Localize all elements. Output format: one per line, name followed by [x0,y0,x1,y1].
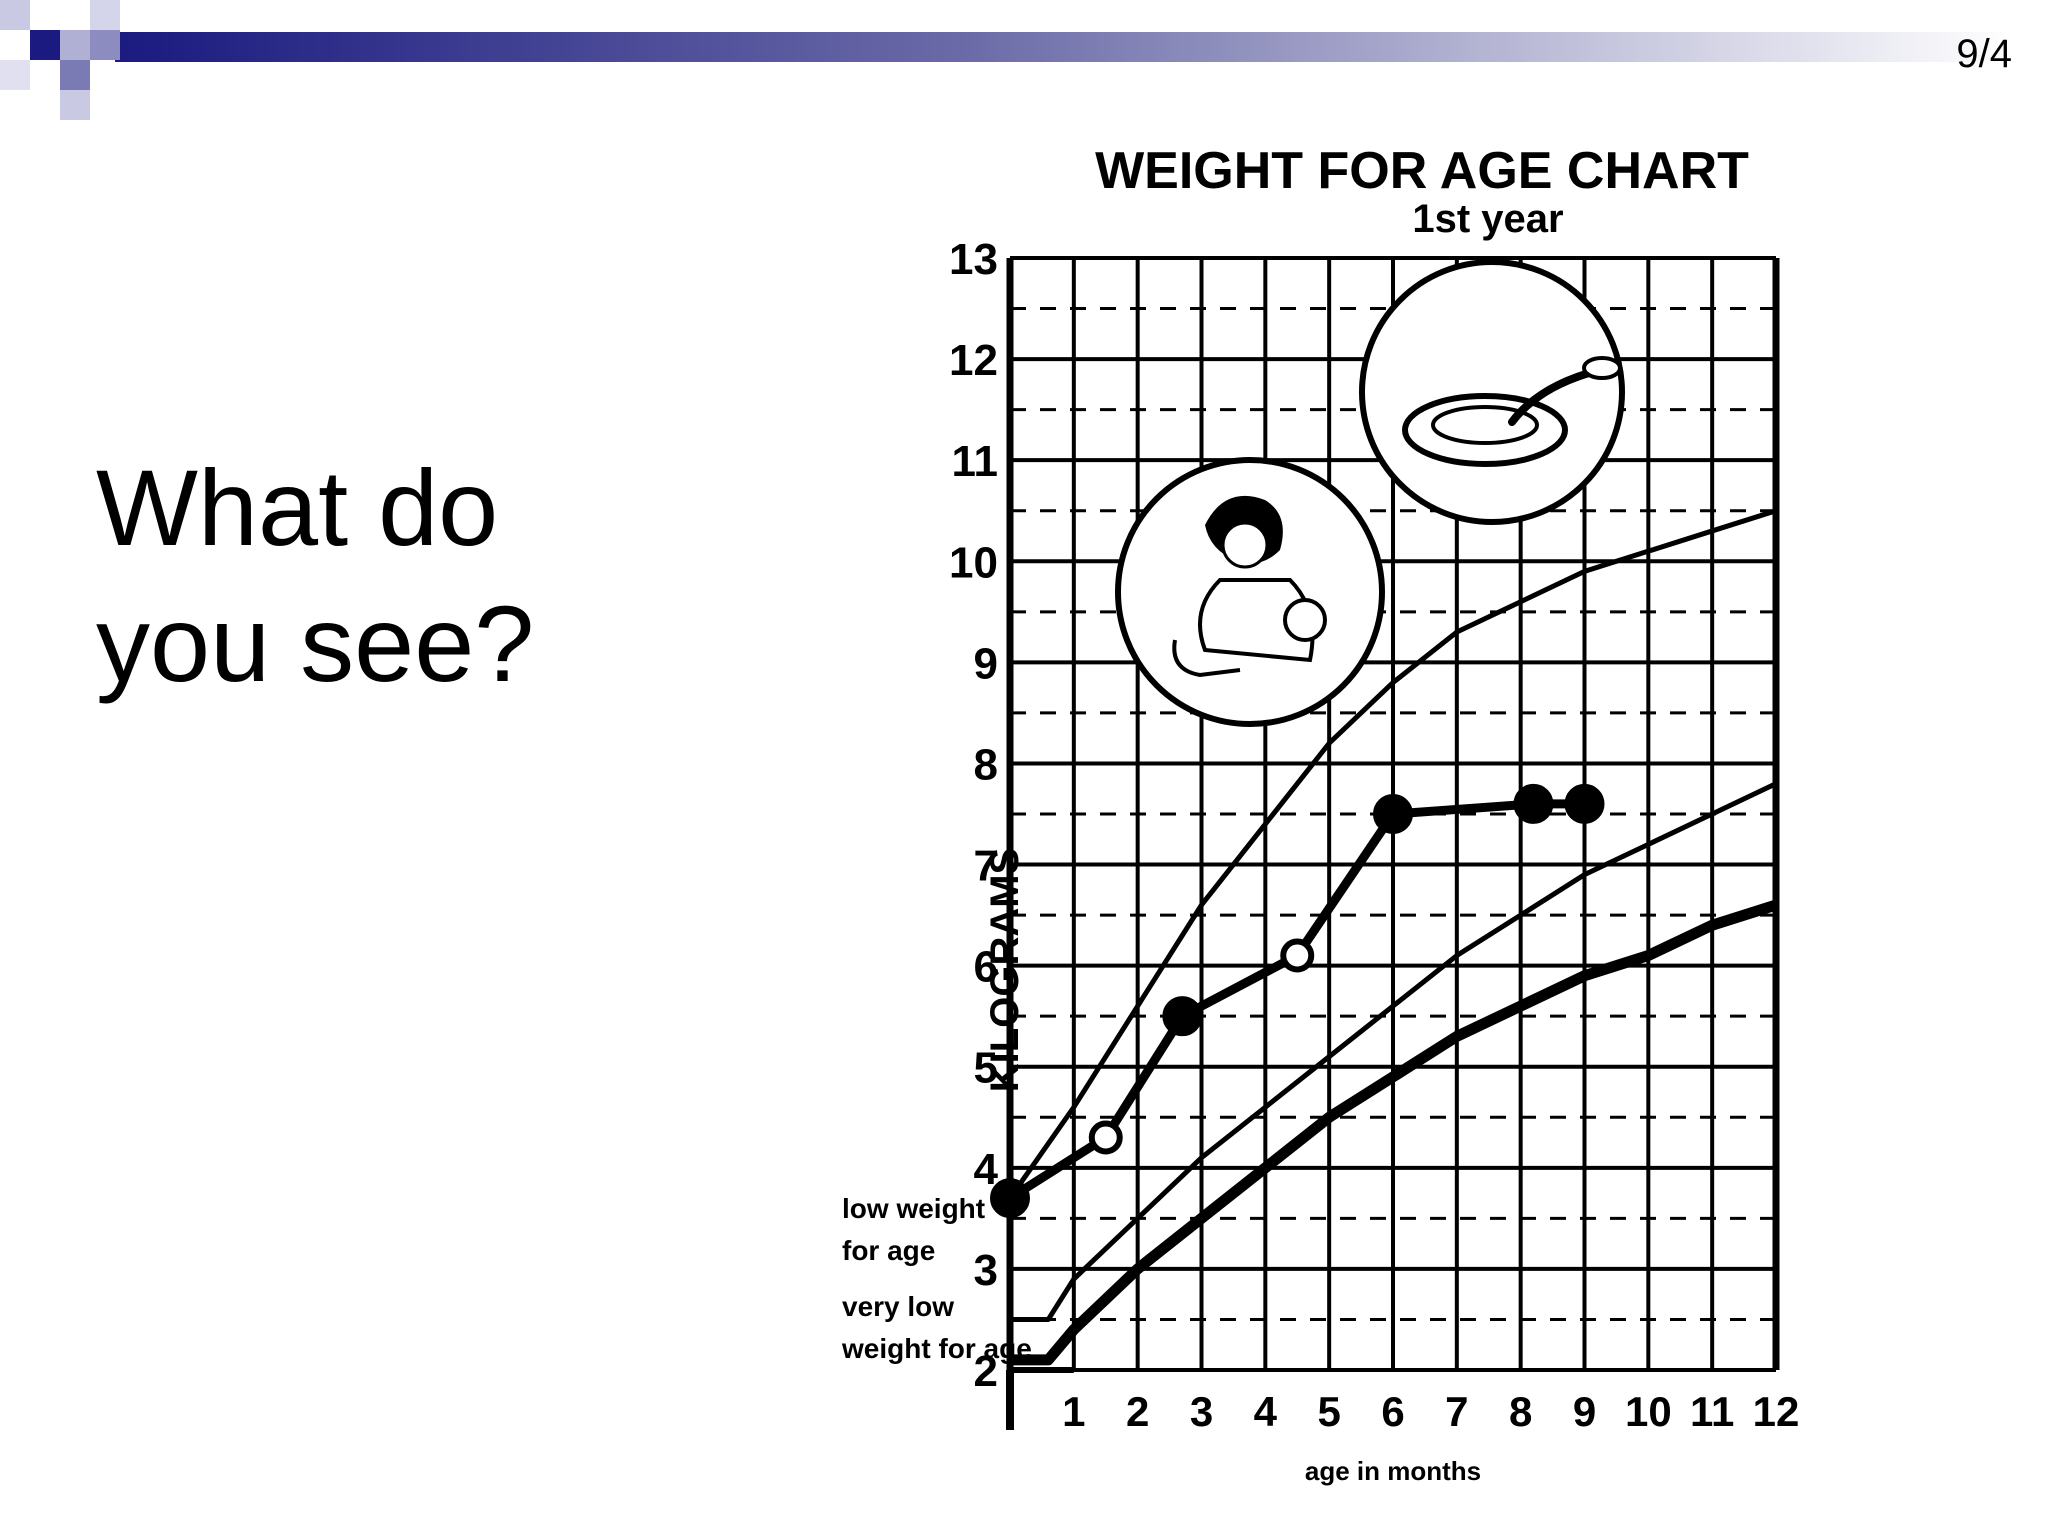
x-tick-label: 4 [1254,1388,1278,1435]
x-tick-label: 12 [1753,1388,1800,1435]
y-tick-label: 9 [974,639,998,688]
y-tick-label: 2 [974,1347,998,1396]
baby-food-bowl-icon [1359,259,1625,525]
y-tick-label: 5 [974,1044,998,1093]
chart-illustrations [1115,259,1625,727]
y-tick-label: 12 [949,336,998,385]
data-point [1088,1120,1123,1155]
data-point [1564,783,1605,824]
chart-title: WEIGHT FOR AGE CHART [1095,142,1749,200]
y-tick-label: 3 [974,1246,998,1295]
series-line-2 [1010,899,1778,1366]
data-point [1373,794,1413,834]
header-square [30,0,60,30]
annotation-low-weight-line1: low weight [842,1193,985,1224]
y-tick-label: 6 [974,943,998,992]
x-tick-label: 10 [1625,1388,1672,1435]
y-axis-label: KILOGRAMS [983,848,1027,1092]
header-square [60,60,90,90]
annotation-low-weight-line2: for age [842,1235,935,1266]
x-tick-label: 6 [1381,1388,1404,1435]
annotation-very-low-weight-line1: very low [842,1291,954,1322]
annotation-low-weight: low weight for age [842,1193,993,1266]
data-point [1280,938,1315,973]
header-square [90,30,120,60]
annotation-very-low-weight-line2: weight for age [841,1333,1032,1364]
data-point [990,1178,1030,1219]
breastfeeding-mother-icon [1115,457,1385,727]
series-line-0 [1007,508,1777,1200]
y-tick-label: 7 [974,842,998,891]
x-axis-label: age in months [1305,1456,1481,1486]
annotation-very-low-weight: very low weight for age [841,1291,1032,1364]
y-tick-label: 13 [949,235,998,284]
x-tick-label: 3 [1190,1388,1213,1435]
x-tick-label: 2 [1126,1388,1149,1435]
x-tick-label: 5 [1317,1388,1340,1435]
data-point [1162,996,1203,1037]
x-tick-label: 11 [1690,1388,1734,1435]
series-line-1 [1010,781,1778,1322]
x-tick-label: 1 [1062,1388,1085,1435]
header-square [60,90,90,120]
page-number: 9/4 [1956,32,2012,76]
data-point [1513,783,1554,824]
y-tick-label: 4 [974,1145,999,1194]
x-tick-label: 9 [1573,1388,1596,1435]
header-square [90,0,120,30]
header-band [0,0,2015,120]
y-tick-label: 8 [974,740,998,789]
header-square [30,30,60,60]
header-square [0,0,30,30]
y-tick-label: 11 [951,437,998,486]
header-gradient-bar [115,32,2015,62]
y-tick-label: 10 [949,538,998,587]
question-line-2: you see? [96,583,535,704]
chart-labels: WEIGHT FOR AGE CHART 1st year KILOGRAMS … [841,142,1799,1486]
question-line-1: What do [96,447,499,568]
header-square [60,30,90,60]
slide-question: What do you see? [96,440,534,712]
x-tick-label: 7 [1445,1388,1468,1435]
chart-subtitle: 1st year [1412,197,1563,241]
weight-for-age-chart: WEIGHT FOR AGE CHART 1st year KILOGRAMS … [841,142,1799,1486]
chart-curves [990,508,1778,1366]
header-square [0,60,30,90]
x-tick-label: 8 [1509,1388,1532,1435]
